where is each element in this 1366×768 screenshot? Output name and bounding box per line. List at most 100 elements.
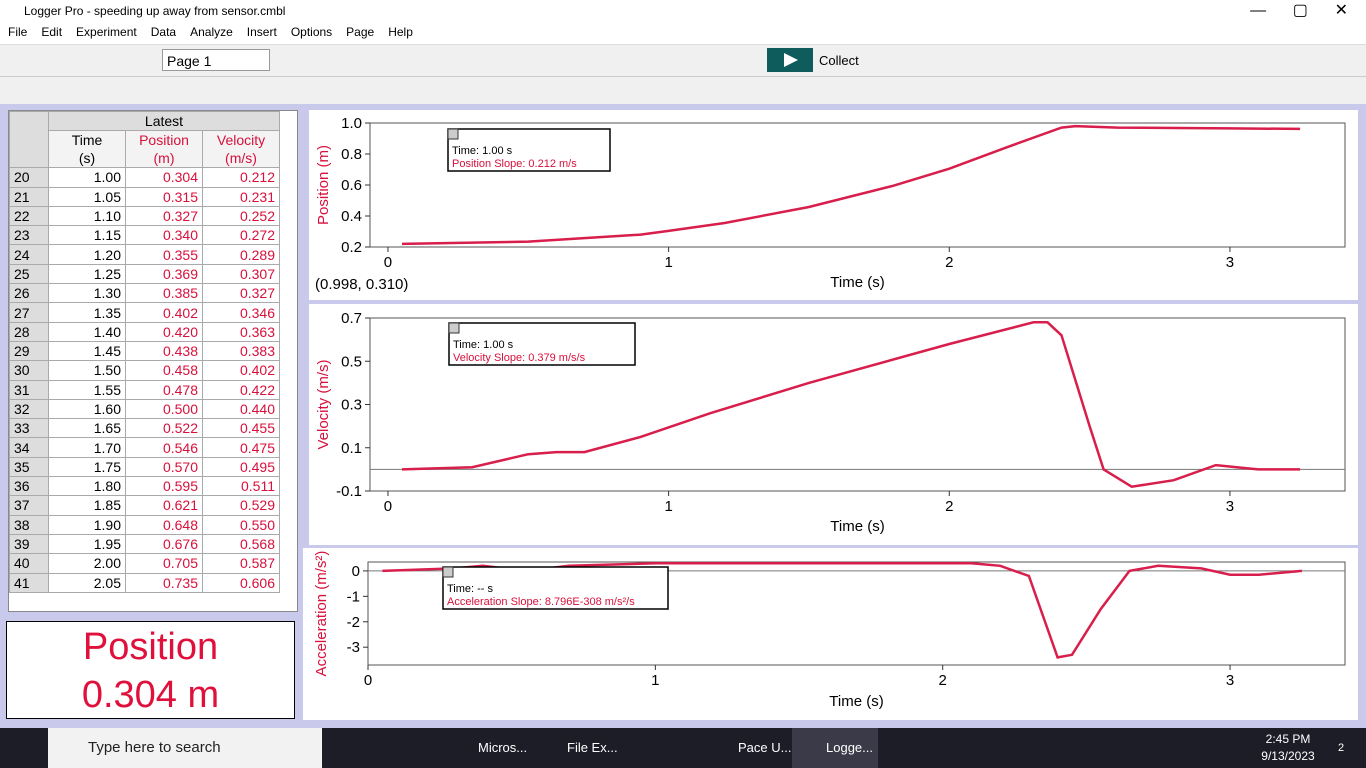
menu-item[interactable]: Experiment (76, 25, 137, 39)
row-number: 27 (9, 302, 49, 323)
table-cell: 0.478 (125, 379, 203, 400)
annotation-text: Time: 1.00 s (453, 339, 514, 351)
annotation-close[interactable] (442, 566, 454, 578)
table-row: 21 1.05 0.315 0.231 (9, 186, 280, 207)
x-tick-label: 1 (664, 254, 672, 271)
taskbar-app[interactable]: Pace U... (738, 740, 792, 755)
row-number: 21 (9, 186, 49, 207)
menu-item[interactable]: Edit (41, 25, 63, 39)
menu-item[interactable]: File (8, 25, 28, 39)
column-header-text: Velocity (216, 132, 266, 149)
collect-button[interactable] (767, 48, 813, 72)
window-controls[interactable]: — ▢ ✕ (1250, 2, 1348, 19)
page-select[interactable]: Page 1 (162, 49, 270, 71)
y-axis-label: Acceleration (m/s²) (313, 551, 330, 677)
annotation-text: Acceleration Slope: 8.796E-308 m/s²/s (447, 596, 635, 608)
row-number: 20 (9, 167, 49, 188)
x-tick-label: 3 (1226, 672, 1234, 689)
table-row: 38 1.90 0.648 0.550 (9, 514, 280, 535)
x-tick-label: 1 (664, 498, 672, 515)
menu-item[interactable]: Page (346, 25, 375, 39)
table-cell: 0.735 (125, 572, 203, 593)
table-row: 20 1.00 0.304 0.212 (9, 167, 280, 188)
annotation-text: Velocity Slope: 0.379 m/s/s (453, 352, 586, 364)
x-axis-label: Time (s) (829, 693, 883, 710)
play-icon (784, 53, 798, 67)
menu-item[interactable]: Insert (246, 25, 277, 39)
table-cell: 0.500 (125, 398, 203, 420)
row-number: 31 (9, 379, 49, 400)
y-axis-label: Position (m) (315, 145, 332, 225)
table-cell: 2.00 (48, 553, 126, 574)
row-number: 39 (9, 533, 49, 555)
x-tick-label: 3 (1226, 498, 1234, 515)
data-table: Latest Time (s) Position (m) Velocity (m/s) 20 1… (9, 111, 280, 593)
column-header: Position (m) (125, 130, 203, 169)
notification-count[interactable]: 2 (1338, 742, 1345, 754)
table-cell: 0.648 (125, 514, 203, 535)
table-cell: 1.70 (48, 437, 126, 458)
menu-item[interactable]: Help (388, 25, 413, 39)
table-cell: 1.10 (48, 205, 126, 227)
clock-date[interactable]: 9/13/2023 (1261, 749, 1315, 763)
data-line (401, 321, 1301, 489)
x-tick-label: 0 (384, 254, 392, 271)
column-header-text: (m) (153, 150, 175, 167)
menu-item[interactable]: Analyze (190, 25, 233, 39)
table-row: 33 1.65 0.522 0.455 (9, 418, 280, 439)
search-box[interactable]: Type here to search (48, 728, 322, 768)
table-row: 36 1.80 0.595 0.511 (9, 476, 280, 497)
meter-label: Position (82, 626, 219, 668)
table-cell: 0.212 (202, 167, 280, 188)
table-row: 30 1.50 0.458 0.402 (9, 360, 280, 381)
cursor-readout: (0.998, 0.310) (315, 276, 408, 293)
y-tick-label: 0.5 (341, 353, 362, 370)
annotation-box (447, 128, 611, 172)
table-cell: 0.340 (125, 225, 203, 246)
annotation-close[interactable] (448, 322, 460, 334)
x-axis-label: Time (s) (830, 518, 884, 535)
y-tick-label: 0 (352, 563, 360, 580)
table-cell: 1.40 (48, 321, 126, 342)
taskbar-app[interactable]: Micros... (478, 740, 528, 755)
y-tick-label: -2 (347, 614, 360, 631)
row-number: 40 (9, 553, 49, 574)
taskbar-app[interactable]: File Ex... (567, 740, 618, 755)
clock-time[interactable]: 2:45 PM (1265, 732, 1311, 746)
taskbar-app[interactable]: Logge... (826, 740, 873, 755)
active-app[interactable] (792, 728, 878, 768)
plot-frame (367, 561, 1346, 666)
table-row: 27 1.35 0.402 0.346 (9, 302, 280, 323)
annotation-close[interactable] (447, 128, 459, 140)
row-number: 38 (9, 514, 49, 535)
annotation-box (448, 322, 636, 366)
table-cell: 0.676 (125, 533, 203, 555)
y-tick-label: -3 (347, 639, 360, 656)
table-cell: 0.420 (125, 321, 203, 342)
row-number: 35 (9, 456, 49, 478)
menu-item[interactable]: Data (150, 25, 177, 39)
table-cell: 0.315 (125, 186, 203, 207)
x-tick-label: 2 (939, 672, 947, 689)
x-tick-label: 0 (384, 498, 392, 515)
column-header-text: Position (139, 132, 189, 149)
y-tick-label: 0.3 (341, 397, 362, 414)
annotation-text: Time: -- s (447, 583, 494, 595)
menu-item[interactable]: Options (290, 25, 333, 39)
column-header: Velocity (m/s) (202, 130, 280, 169)
y-tick-label: 1.0 (341, 115, 362, 132)
row-number: 26 (9, 283, 49, 304)
row-number-header (9, 111, 49, 169)
y-tick-label: -1 (347, 588, 360, 605)
table-cell: 2.05 (48, 572, 126, 593)
row-number: 37 (9, 495, 49, 516)
table-cell: 0.327 (202, 283, 280, 304)
table-cell: 0.587 (202, 553, 280, 574)
table-cell: 1.50 (48, 360, 126, 381)
table-cell: 1.30 (48, 283, 126, 304)
row-number: 36 (9, 476, 49, 497)
table-cell: 0.438 (125, 340, 203, 362)
table-cell: 1.80 (48, 476, 126, 497)
x-tick-label: 2 (945, 498, 953, 515)
menu-bar: File Edit Experiment Data Analyze Insert Optio… (0, 22, 1366, 43)
